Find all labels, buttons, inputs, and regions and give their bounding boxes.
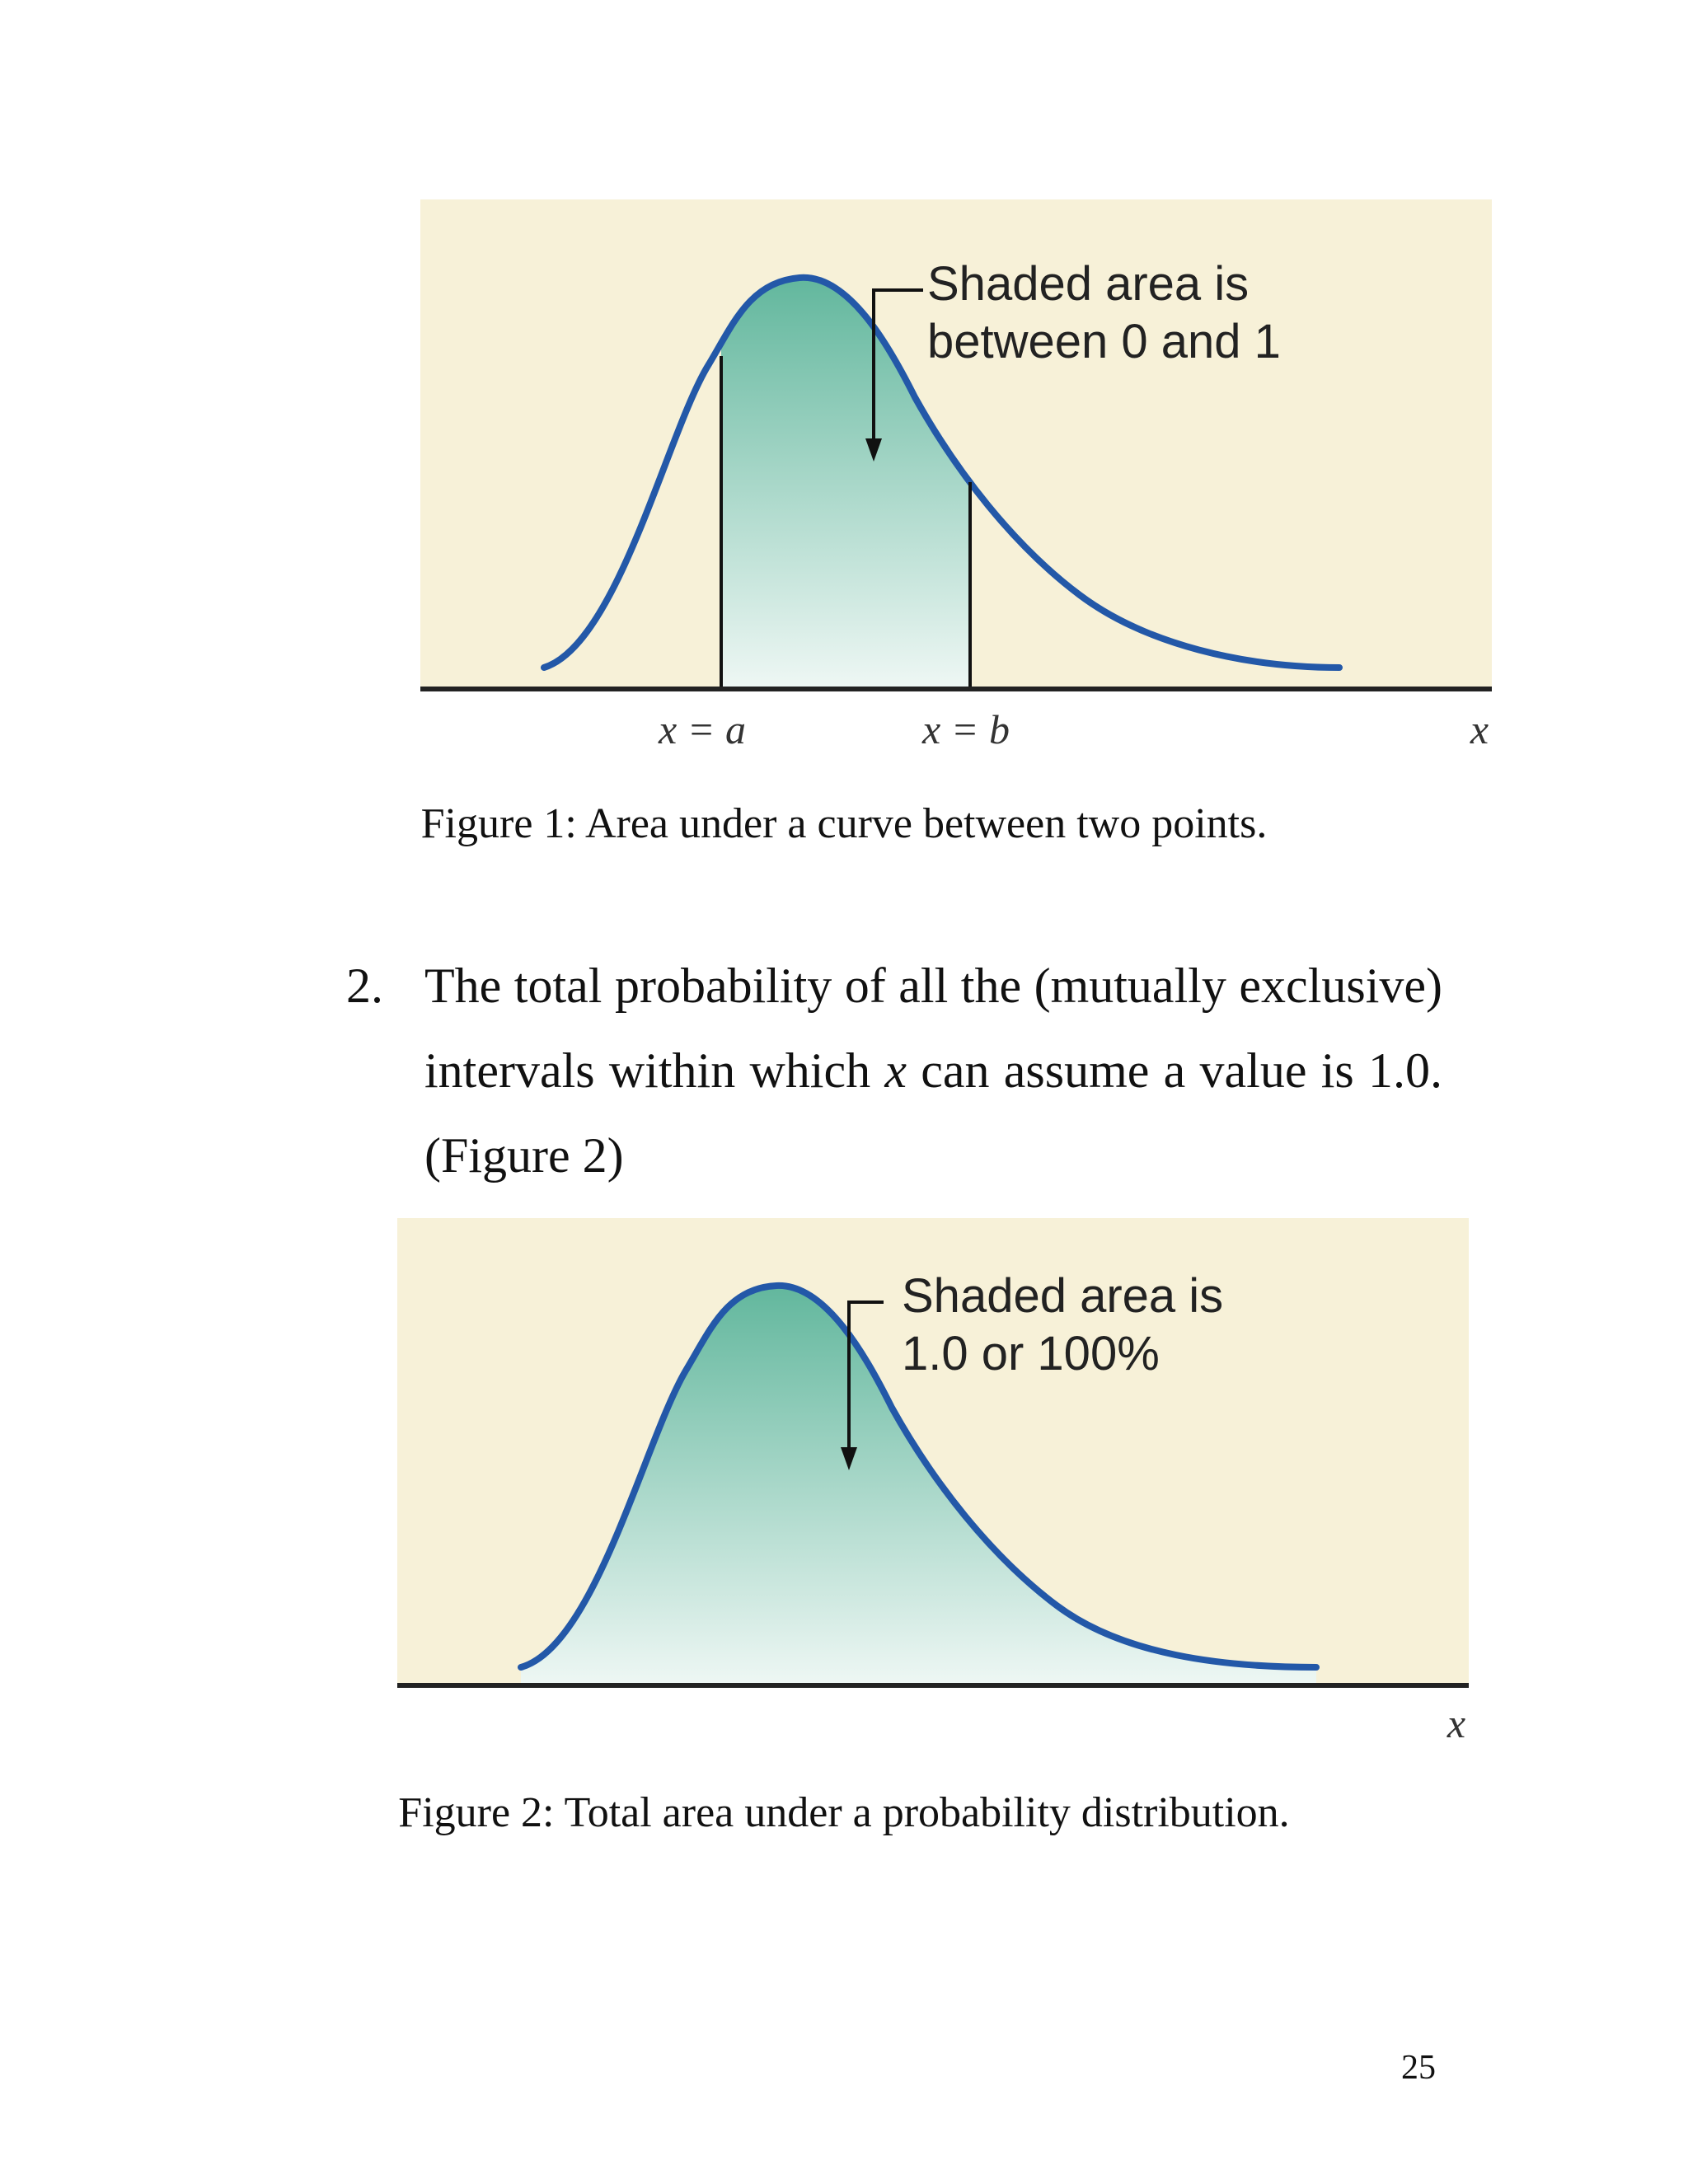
figure-1-label-a: x = a [658,706,746,752]
variable-x: x [884,1043,907,1098]
figure-1-arrow [872,288,923,447]
figure-2-graphic: Shaded area is 1.0 or 100% x [397,1218,1469,1746]
figure-1-axis-label: x [1470,706,1489,752]
figure-2-arrow [847,1301,884,1455]
figure-1-annotation-line-1: Shaded area is [927,257,1249,311]
figure-2-axis-label: x [1447,1700,1465,1746]
figure-1-caption: Figure 1: Area under a curve between two… [420,800,1268,847]
list-item-2: 2. The total probability of all the (mut… [346,944,1442,1198]
figure-1: Shaded area is between 0 and 1 x = a x =… [420,199,1492,760]
page-number: 25 [1401,2049,1436,2087]
figure-2-caption: Figure 2: Total area under a probability… [398,1789,1290,1836]
figure-2-annotation-line-1: Shaded area is [902,1269,1223,1323]
figure-2-annotation-line-2: 1.0 or 100% [902,1327,1160,1380]
figure-1-graphic: Shaded area is between 0 and 1 x = a x =… [420,199,1492,752]
figure-1-shaded-area [721,277,970,687]
figure-1-curve [541,274,1343,671]
figure-2: Shaded area is 1.0 or 100% x [397,1218,1469,1762]
figure-2-arrowhead [841,1447,857,1470]
figure-2-shaded-area [521,1285,1316,1685]
list-item-text: The total probability of all the (mutual… [424,958,1442,1183]
figure-1-arrowhead [865,438,882,462]
figure-1-annotation-line-2: between 0 and 1 [927,315,1281,368]
figure-1-label-b: x = b [921,706,1010,752]
list-item-number: 2. [346,958,383,1013]
figure-2-curve [518,1282,1320,1671]
